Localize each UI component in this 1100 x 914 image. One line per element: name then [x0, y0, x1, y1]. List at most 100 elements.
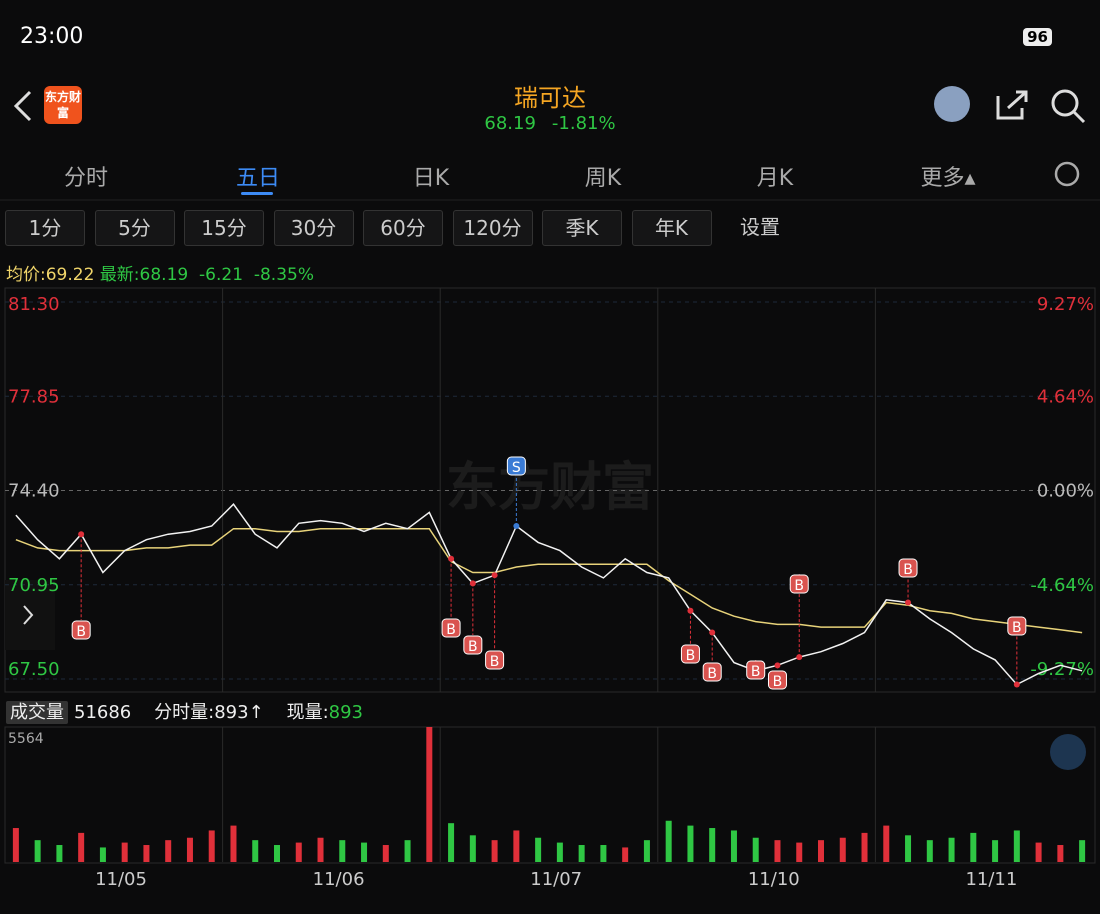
- volume-bar: [339, 840, 346, 862]
- price-line: [15, 503, 1083, 686]
- marker: B: [794, 578, 804, 594]
- search[interactable]: [1051, 89, 1079, 117]
- volume-bar: [905, 835, 912, 862]
- volume-bar: [948, 837, 955, 862]
- y2-tick-label: 9.27%: [1037, 294, 1094, 315]
- quote: 68.19 -1.81%: [0, 113, 1100, 134]
- period[interactable]: 30分: [273, 210, 354, 246]
- marker-dot: [905, 599, 912, 606]
- period[interactable]: 5分: [94, 210, 175, 246]
- expand[interactable]: [1050, 734, 1086, 770]
- marker-box: [789, 574, 809, 594]
- logo: 东方财富: [44, 86, 82, 124]
- volume-bar: [404, 840, 411, 862]
- tab[interactable]: 五日: [235, 166, 280, 191]
- volume-bar: [121, 842, 128, 862]
- period[interactable]: 120分: [452, 210, 533, 246]
- label: 现量:: [286, 702, 329, 723]
- volume-bar: [1079, 840, 1086, 862]
- volume-bar: [12, 828, 19, 862]
- watermark: 东方财富: [446, 458, 654, 518]
- volume-bar: [143, 845, 150, 862]
- volume-bar: [578, 845, 585, 862]
- volume-bar: [34, 840, 41, 862]
- period[interactable]: 1分: [5, 210, 85, 246]
- y-tick-label: 70.95: [8, 575, 60, 596]
- y2-tick-label: -4.64%: [1030, 575, 1094, 596]
- volume-bar: [992, 840, 999, 862]
- marker: B: [490, 654, 500, 670]
- marker-box: [767, 670, 787, 690]
- y-tick-label: 81.30: [8, 294, 60, 315]
- marker-box: [71, 620, 91, 640]
- volume-bar: [317, 837, 324, 862]
- marker-box: [506, 456, 526, 476]
- side-toggle: [23, 605, 34, 625]
- robot[interactable]: [934, 86, 970, 122]
- period[interactable]: 季K: [542, 210, 622, 246]
- marker: B: [686, 648, 696, 664]
- volume-bar: [796, 842, 803, 862]
- period[interactable]: 年K: [631, 210, 712, 246]
- volume-bar: [230, 825, 237, 862]
- value: 893: [328, 702, 364, 723]
- volume-bar: [970, 832, 977, 862]
- tab[interactable]: 日K: [412, 166, 450, 191]
- volume-bar: [56, 845, 63, 862]
- volume-bar: [361, 842, 368, 862]
- volume-bar: [709, 828, 716, 862]
- clock: 23:00: [20, 24, 84, 49]
- volume-bar: [99, 847, 106, 862]
- volume-bar: [861, 832, 868, 862]
- volume-bar: [165, 840, 172, 862]
- tab[interactable]: 月K: [756, 166, 794, 191]
- volume-bar: [295, 842, 302, 862]
- tab[interactable]: 更多▴: [920, 166, 976, 191]
- volume-bar: [252, 840, 259, 862]
- volume-bar: [535, 837, 542, 862]
- info: 均价:69.22 最新:68.19 -6.21 -8.35%: [6, 260, 314, 285]
- marker-dot: [448, 555, 455, 562]
- period[interactable]: 15分: [184, 210, 264, 246]
- marker-box: [898, 558, 918, 578]
- volume-header: 成交量 51686 分时量:893↑ 现量:893: [6, 698, 363, 724]
- marker-dot: [687, 607, 694, 614]
- volume-bar: [600, 845, 607, 862]
- volume-bar: [469, 835, 476, 862]
- marker-dot: [513, 523, 520, 530]
- marker: B: [76, 624, 86, 640]
- volume-bar: [622, 847, 629, 862]
- stock-name: 瑞可达: [514, 84, 586, 112]
- value: 51686: [74, 702, 132, 723]
- volume-bar: [448, 823, 455, 862]
- value: -8.35%: [253, 265, 314, 285]
- period[interactable]: 设置: [740, 215, 780, 239]
- settings[interactable]: [1054, 161, 1080, 187]
- marker-box: [746, 660, 766, 680]
- label[interactable]: 成交量: [6, 701, 68, 724]
- marker-dot: [491, 572, 498, 579]
- period[interactable]: 60分: [363, 210, 443, 246]
- volume-bar: [774, 840, 781, 862]
- side-toggle[interactable]: [5, 580, 55, 650]
- back[interactable]: [13, 90, 32, 122]
- share[interactable]: [996, 90, 1028, 120]
- volume-bar: [687, 825, 694, 862]
- volume-bar: [186, 837, 193, 862]
- label: 分时量:: [154, 702, 215, 723]
- marker-box: [680, 644, 700, 664]
- change: -1.81%: [551, 113, 616, 134]
- marker-box: [441, 618, 461, 638]
- value: 69.22: [45, 265, 95, 285]
- tab[interactable]: 分时: [63, 166, 108, 191]
- y-tick-label: 77.85: [8, 386, 60, 407]
- volume-bar: [839, 837, 846, 862]
- y2-tick-label: 0.00%: [1037, 481, 1094, 502]
- tab[interactable]: 周K: [584, 166, 622, 191]
- volume-bar: [752, 837, 759, 862]
- tab-indicator: [241, 192, 273, 195]
- marker: B: [773, 674, 783, 690]
- volume-max: 5564: [8, 731, 44, 747]
